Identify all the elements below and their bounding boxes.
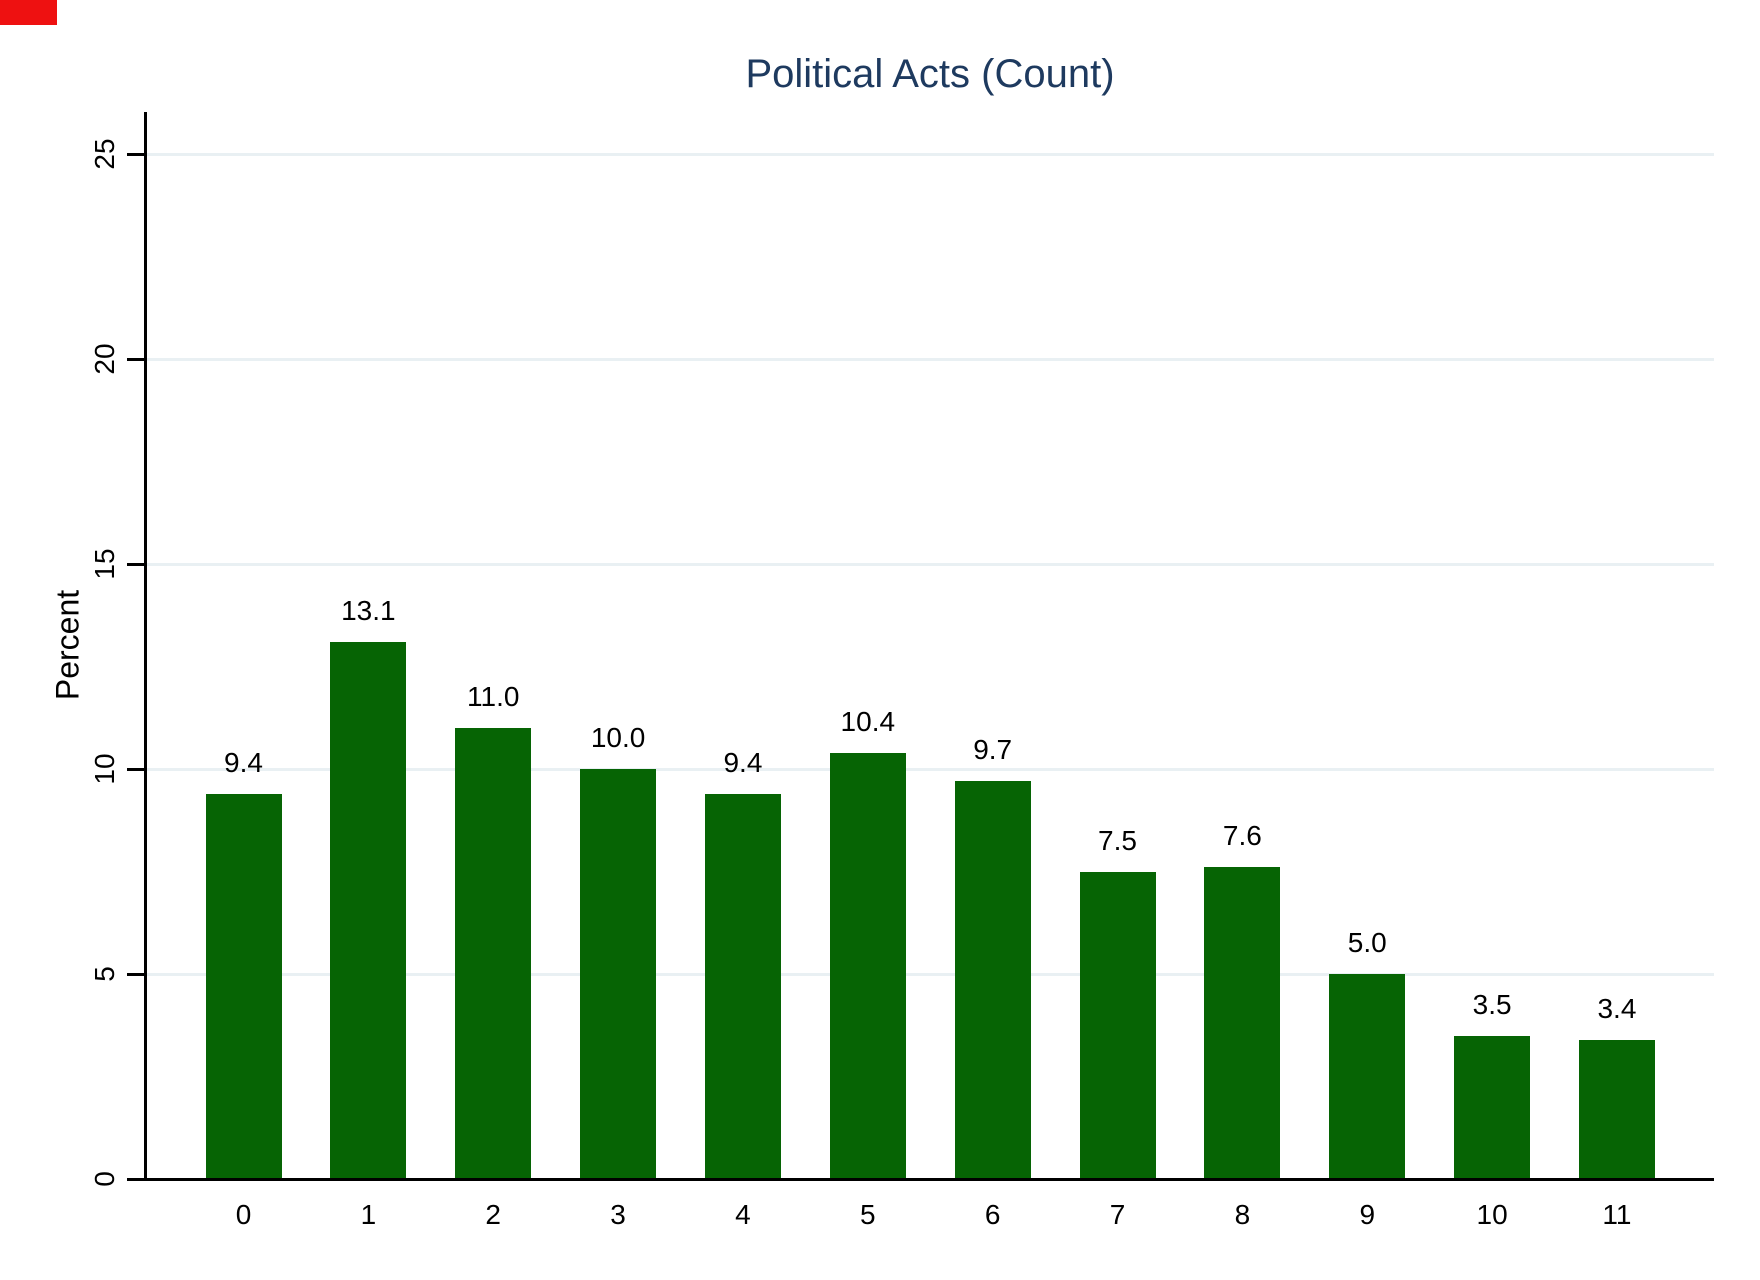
bar-value-label-1: 13.1 xyxy=(341,594,396,626)
bar-value-label-0: 9.4 xyxy=(224,746,263,778)
bar-value-label-8: 7.6 xyxy=(1222,820,1262,852)
bar-2 xyxy=(455,728,532,1179)
bar-5 xyxy=(829,752,906,1179)
bar-value-label-11: 3.4 xyxy=(1597,992,1637,1024)
y-tick-label-15: 15 xyxy=(89,548,120,580)
bar-0 xyxy=(205,793,282,1179)
bar-value-label-6: 9.7 xyxy=(973,734,1013,766)
y-tick-20 xyxy=(127,357,146,361)
x-tick-label-9: 9 xyxy=(1359,1199,1376,1230)
y-tick-label-10: 10 xyxy=(89,753,120,785)
y-tick-10 xyxy=(127,767,146,771)
chart-title: Political Acts (Count) xyxy=(745,52,1115,96)
bar-1 xyxy=(330,641,407,1179)
bar-value-label-5: 10.4 xyxy=(840,705,896,737)
x-tick-label-5: 5 xyxy=(860,1199,876,1230)
y-axis-title: Percent xyxy=(49,589,86,701)
bar-value-label-2: 11.0 xyxy=(467,681,520,712)
x-tick-label-2: 2 xyxy=(485,1199,502,1230)
gridline-10 xyxy=(146,767,1714,771)
x-axis-line xyxy=(144,1178,1714,1181)
x-tick-label-4: 4 xyxy=(735,1199,751,1230)
bar-value-label-7: 7.5 xyxy=(1098,824,1137,856)
y-tick-label-0: 0 xyxy=(89,1171,120,1187)
gridline-25 xyxy=(146,152,1714,156)
bar-6 xyxy=(954,781,1031,1179)
x-tick-label-1: 1 xyxy=(360,1199,377,1230)
bar-4 xyxy=(704,793,781,1179)
gridline-5 xyxy=(146,972,1714,976)
x-tick-label-6: 6 xyxy=(984,1199,1001,1230)
gridline-20 xyxy=(146,357,1714,361)
x-tick-label-3: 3 xyxy=(610,1199,626,1230)
x-tick-label-0: 0 xyxy=(235,1199,252,1230)
y-axis-line xyxy=(144,112,147,1181)
y-tick-label-5: 5 xyxy=(89,966,120,982)
bar-7 xyxy=(1079,871,1156,1179)
bar-9 xyxy=(1329,974,1406,1179)
bar-11 xyxy=(1578,1039,1655,1179)
gridline-15 xyxy=(146,562,1714,566)
y-tick-label-25: 25 xyxy=(89,138,120,170)
bar-value-label-3: 10.0 xyxy=(590,722,646,753)
bar-value-label-4: 9.4 xyxy=(723,746,763,778)
y-tick-5 xyxy=(127,972,146,976)
x-tick-label-11: 11 xyxy=(1602,1199,1632,1230)
bar-3 xyxy=(580,769,657,1179)
bar-8 xyxy=(1204,867,1281,1179)
y-tick-0 xyxy=(127,1177,146,1181)
bar-value-label-10: 3.5 xyxy=(1472,988,1512,1020)
corner-marker xyxy=(0,0,57,25)
bar-10 xyxy=(1454,1035,1531,1179)
x-tick-label-8: 8 xyxy=(1234,1199,1251,1230)
x-tick-label-10: 10 xyxy=(1476,1199,1508,1230)
x-tick-label-7: 7 xyxy=(1109,1199,1126,1230)
y-tick-label-20: 20 xyxy=(89,343,120,375)
y-tick-25 xyxy=(127,152,146,156)
bar-value-label-9: 5.0 xyxy=(1347,927,1387,958)
y-tick-15 xyxy=(127,562,146,566)
